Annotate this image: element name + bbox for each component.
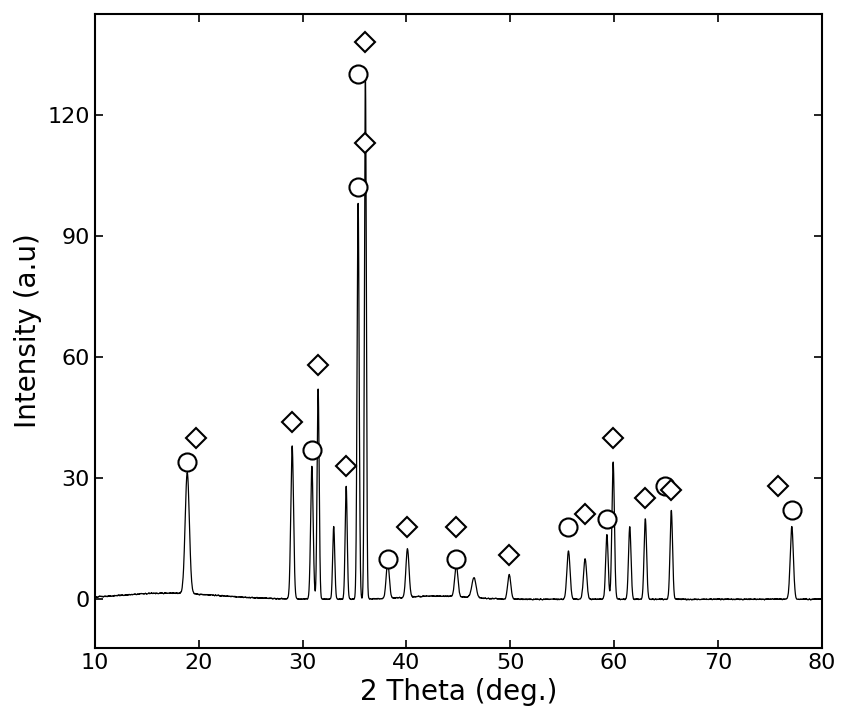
Y-axis label: Intensity (a.u): Intensity (a.u) (14, 233, 42, 428)
X-axis label: 2 Theta (deg.): 2 Theta (deg.) (360, 678, 557, 706)
